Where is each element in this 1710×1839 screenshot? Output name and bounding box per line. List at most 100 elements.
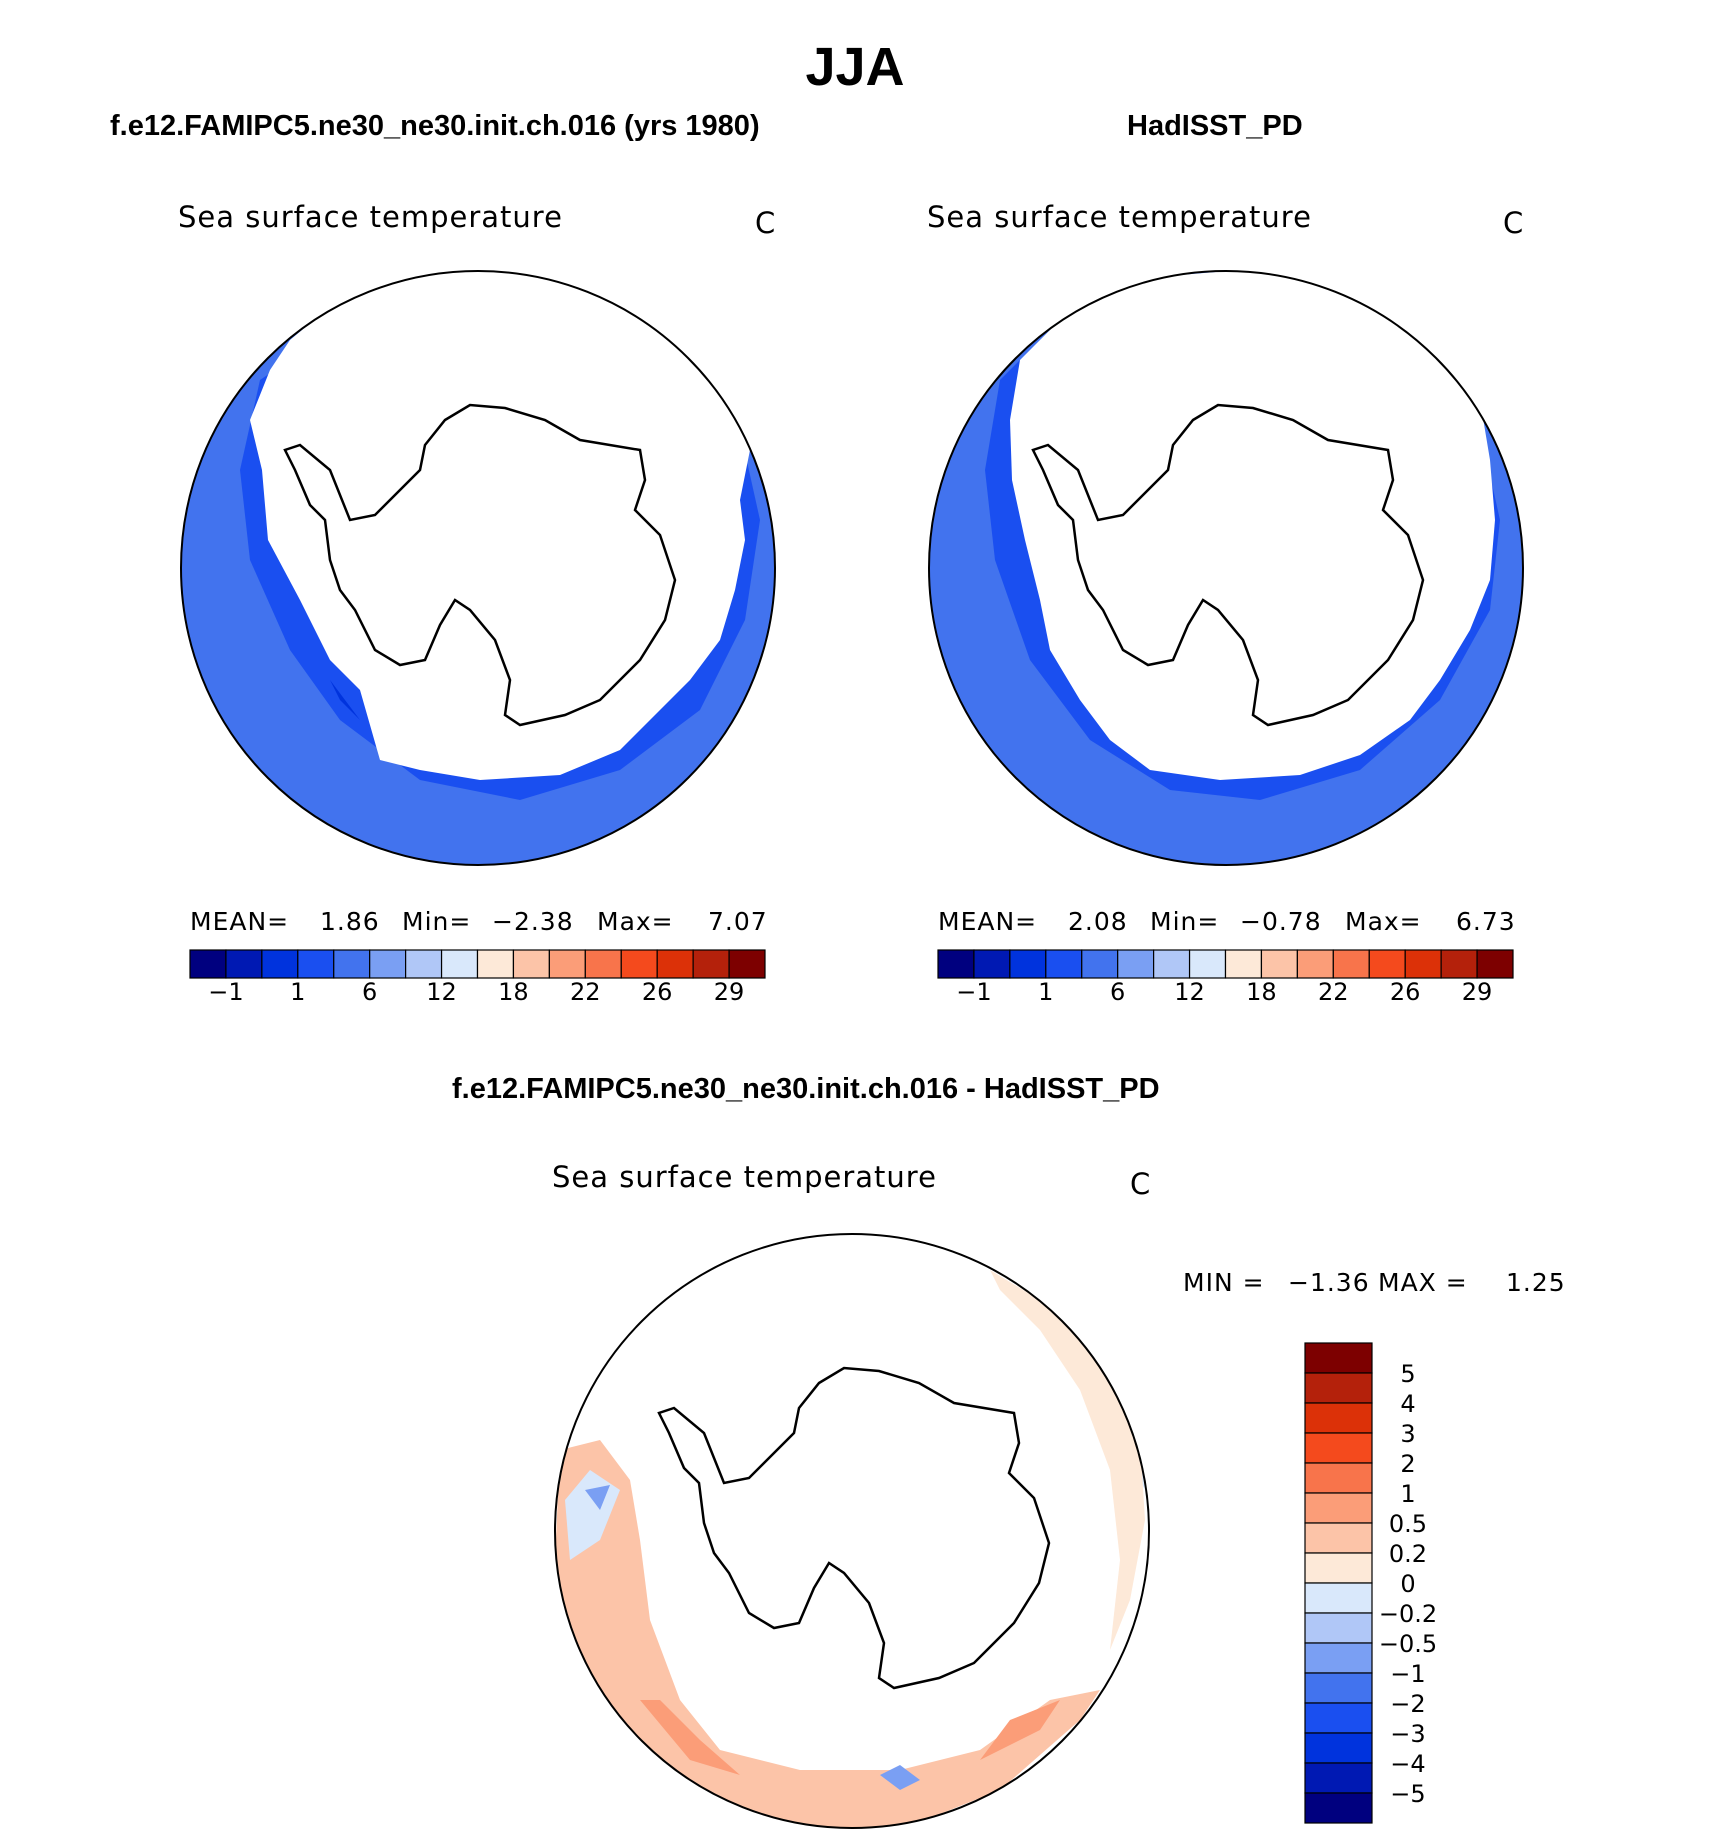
panel-2-max-label: Max= <box>1345 907 1422 936</box>
colorbar-swatch <box>1368 949 1406 979</box>
colorbar-swatch <box>1188 949 1227 979</box>
colorbar-tick-label: −1 <box>1390 1660 1425 1688</box>
colorbar-swatch <box>1304 1792 1373 1824</box>
colorbar-tick-label: 29 <box>1462 978 1493 1006</box>
panel-2-min-value: −0.78 <box>1240 907 1322 936</box>
panel-2-variable-label: Sea surface temperature <box>927 200 1312 234</box>
colorbar-swatch <box>1224 949 1263 979</box>
colorbar-swatch <box>1304 1672 1373 1704</box>
colorbar-tick-label: −0.5 <box>1379 1630 1437 1658</box>
colorbar-swatch <box>1476 949 1514 979</box>
panel-2-units-label: C <box>1503 206 1525 240</box>
panel-2-heading: HadISST_PD <box>1127 110 1303 142</box>
colorbar-tick-label: 12 <box>426 978 457 1006</box>
panel-3-units-label: C <box>1130 1167 1152 1201</box>
colorbar-swatch <box>512 949 550 979</box>
colorbar-swatch <box>333 949 371 979</box>
panel-3-min-label: MIN = <box>1183 1268 1265 1297</box>
colorbar-tick-label: 26 <box>1390 978 1421 1006</box>
panel-2-sea-ice <box>1010 271 1495 780</box>
colorbar-swatch <box>189 949 227 979</box>
colorbar-tick-label: 1 <box>1038 978 1053 1006</box>
colorbar-swatch <box>1332 949 1370 979</box>
panel-3-warm-anomaly-east <box>990 1270 1145 1650</box>
panel-1-map-border <box>180 270 776 866</box>
colorbar-tick-label: 18 <box>1246 978 1277 1006</box>
colorbar-swatch <box>1304 1342 1373 1374</box>
panel-1-variable-label: Sea surface temperature <box>178 200 563 234</box>
colorbar-swatch <box>1304 1552 1373 1584</box>
colorbar-tick-label: −1 <box>956 978 991 1006</box>
colorbar-swatch <box>1304 1492 1373 1524</box>
colorbar-swatch <box>1296 949 1334 979</box>
colorbar-tick-label: 6 <box>362 978 377 1006</box>
panel-1-antarctica-coastline <box>283 403 677 727</box>
panel-3-max-label: MAX = <box>1378 1268 1468 1297</box>
panel-3-max-value: 1.25 <box>1506 1268 1566 1297</box>
colorbar-swatch <box>1304 1642 1373 1674</box>
panel-3-background <box>555 1234 1149 1828</box>
panel-3-min-value: −1.36 <box>1288 1268 1370 1297</box>
colorbar-tick-label: 12 <box>1174 978 1205 1006</box>
colorbar-tick-label: 22 <box>1318 978 1349 1006</box>
colorbar-tick-label: 5 <box>1400 1360 1415 1388</box>
colorbar-swatch <box>297 949 335 979</box>
panel-3-antarctica-coastline <box>657 1366 1051 1690</box>
panel-1-max-value: 7.07 <box>708 907 768 936</box>
colorbar-swatch <box>973 949 1011 979</box>
colorbar-swatch <box>1304 1522 1373 1554</box>
colorbar-swatch <box>1304 1612 1373 1644</box>
colorbar-tick-label: 0 <box>1400 1570 1415 1598</box>
colorbar-tick-label: 26 <box>642 978 673 1006</box>
panel-2-map-border <box>928 270 1524 866</box>
colorbar-tick-label: 18 <box>498 978 529 1006</box>
colorbar-swatch <box>656 949 694 979</box>
panel-1-mean-value: 1.86 <box>320 907 380 936</box>
panel-1-max-label: Max= <box>597 907 674 936</box>
colorbar-tick-label: 1 <box>290 978 305 1006</box>
colorbar-swatch <box>1304 1432 1373 1464</box>
colorbar-tick-label: 1 <box>1400 1480 1415 1508</box>
colorbar-tick-label: −0.2 <box>1379 1600 1437 1628</box>
colorbar-swatch <box>1117 949 1155 979</box>
colorbar-swatch <box>476 949 515 979</box>
panel-2-mean-value: 2.08 <box>1068 907 1128 936</box>
figure-title: JJA <box>805 37 905 97</box>
colorbar-swatch <box>440 949 479 979</box>
colorbar-tick-label: 4 <box>1400 1390 1415 1418</box>
colorbar-swatch <box>261 949 299 979</box>
panel-2-antarctica-coastline <box>1031 403 1425 727</box>
panel-2-max-value: 6.73 <box>1456 907 1516 936</box>
panel-2-mean-label: MEAN= <box>938 907 1038 936</box>
colorbar-swatch <box>1304 1462 1373 1494</box>
colorbar-swatch <box>1153 949 1191 979</box>
panel-1-heading: f.e12.FAMIPC5.ne30_ne30.init.ch.016 (yrs… <box>110 110 760 142</box>
colorbar-tick-label: −2 <box>1390 1690 1425 1718</box>
colorbar-tick-label: 2 <box>1400 1450 1415 1478</box>
panel-3-map-border <box>554 1233 1150 1829</box>
colorbar-tick-label: −3 <box>1390 1720 1425 1748</box>
colorbar-swatch <box>1440 949 1478 979</box>
colorbar-tick-label: −1 <box>208 978 243 1006</box>
colorbar-swatch <box>1304 1702 1373 1734</box>
colorbar-swatch <box>1404 949 1442 979</box>
panel-1-min-value: −2.38 <box>492 907 574 936</box>
colorbar-tick-label: 22 <box>570 978 601 1006</box>
colorbar-tick-label: −5 <box>1390 1780 1425 1808</box>
panel-1-units-label: C <box>755 206 777 240</box>
colorbar-swatch <box>1304 1372 1373 1404</box>
colorbar-swatch <box>1304 1582 1373 1614</box>
panel-1-min-label: Min= <box>402 907 472 936</box>
colorbar-swatch <box>1081 949 1119 979</box>
colorbar-tick-label: 6 <box>1110 978 1125 1006</box>
colorbar-swatch <box>548 949 586 979</box>
colorbar-swatch <box>728 949 766 979</box>
colorbar-swatch <box>1304 1732 1373 1764</box>
panel-1-mean-label: MEAN= <box>190 907 290 936</box>
